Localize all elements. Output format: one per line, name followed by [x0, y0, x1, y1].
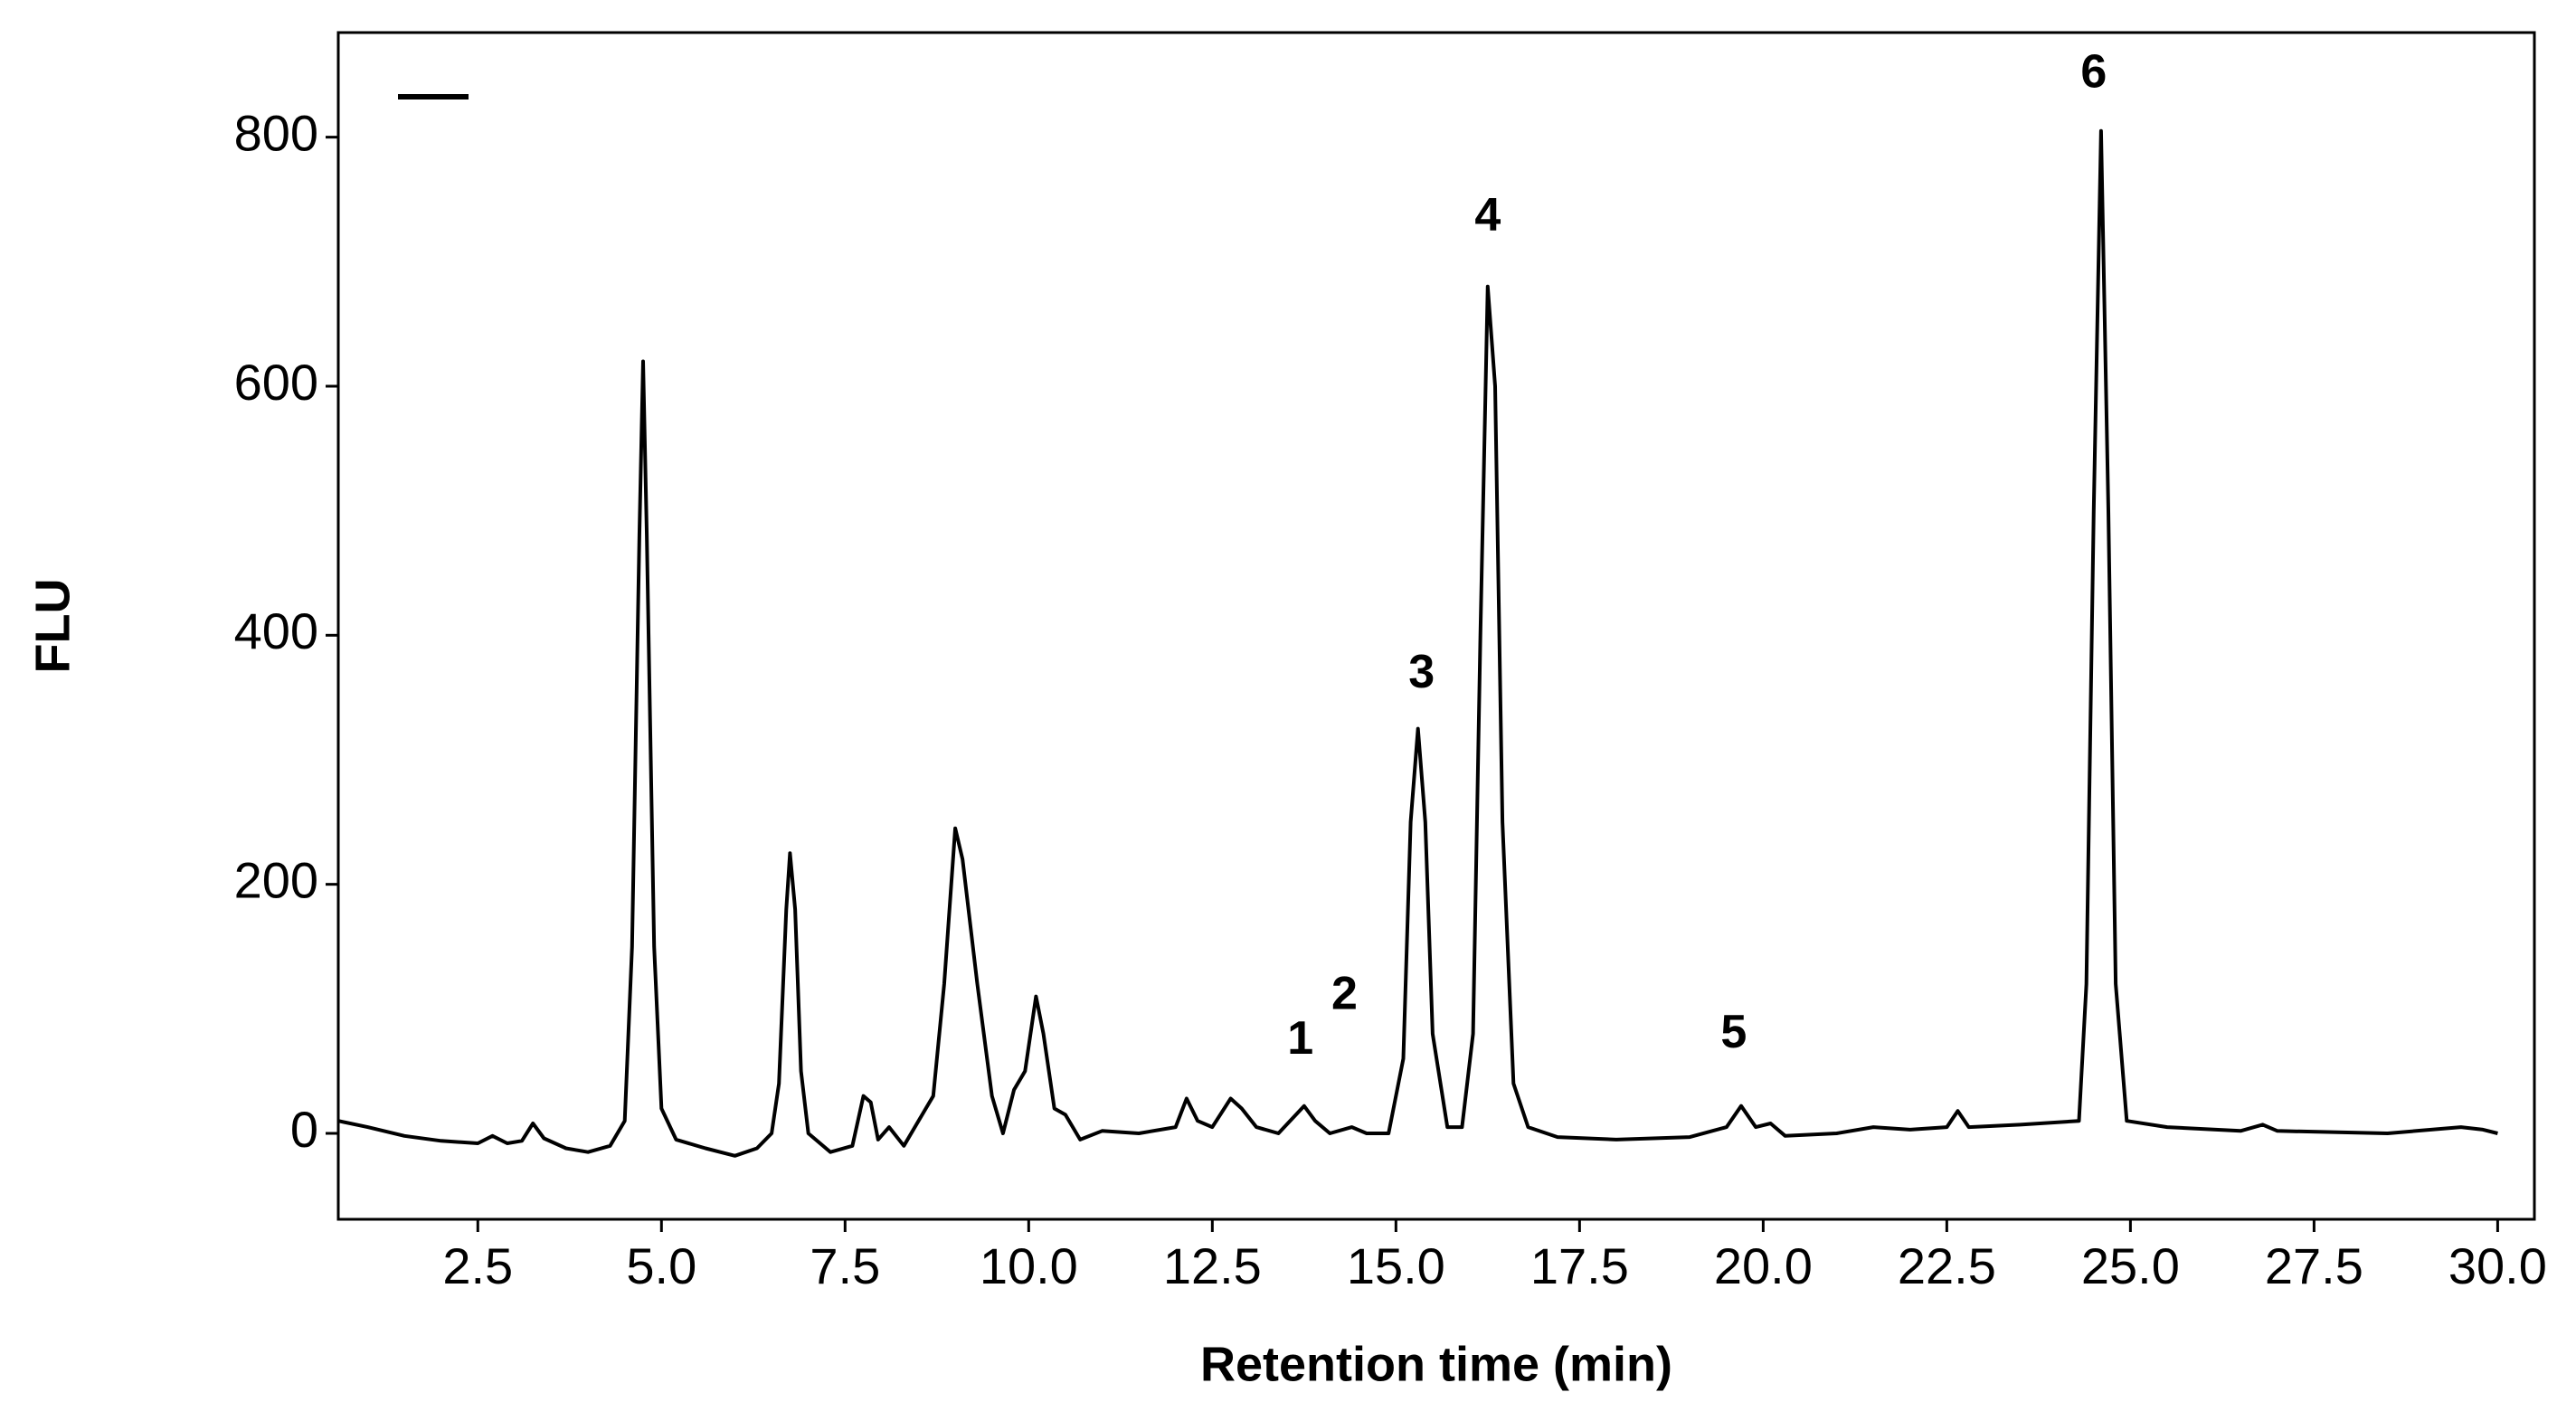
x-tick-label: 25.0 — [2081, 1237, 2180, 1294]
plot-frame — [336, 31, 2536, 1221]
peak-label: 5 — [1720, 1006, 1747, 1058]
y-tick-label: 0 — [290, 1101, 318, 1158]
x-tick-label: 12.5 — [1163, 1237, 1262, 1294]
chromatogram-line — [337, 128, 2498, 1158]
x-tick-label: 2.5 — [442, 1237, 513, 1294]
x-tick-label: 7.5 — [810, 1237, 880, 1294]
x-tick-label: 27.5 — [2265, 1237, 2363, 1294]
y-tick-label: 800 — [234, 104, 318, 161]
y-tick-label: 400 — [234, 602, 318, 659]
x-tick-label: 15.0 — [1347, 1237, 1445, 1294]
peak-label: 2 — [1331, 967, 1358, 1019]
peak-label: 4 — [1474, 189, 1501, 242]
x-tick-label: 5.0 — [626, 1237, 696, 1294]
peak-label: 6 — [2080, 46, 2107, 99]
x-tick-label: 30.0 — [2448, 1237, 2547, 1294]
y-tick-label: 200 — [234, 851, 318, 908]
y-tick-label: 600 — [234, 354, 318, 411]
x-tick-label: 17.5 — [1530, 1237, 1629, 1294]
x-tick-label: 22.5 — [1898, 1237, 1996, 1294]
x-axis-title: Retention time (min) — [1200, 1337, 1672, 1391]
peak-label: 1 — [1287, 1012, 1313, 1065]
x-tick-label: 20.0 — [1714, 1237, 1813, 1294]
x-tick-label: 10.0 — [980, 1237, 1078, 1294]
peak-label: 3 — [1408, 646, 1435, 698]
y-axis-title: FLU — [25, 579, 80, 674]
